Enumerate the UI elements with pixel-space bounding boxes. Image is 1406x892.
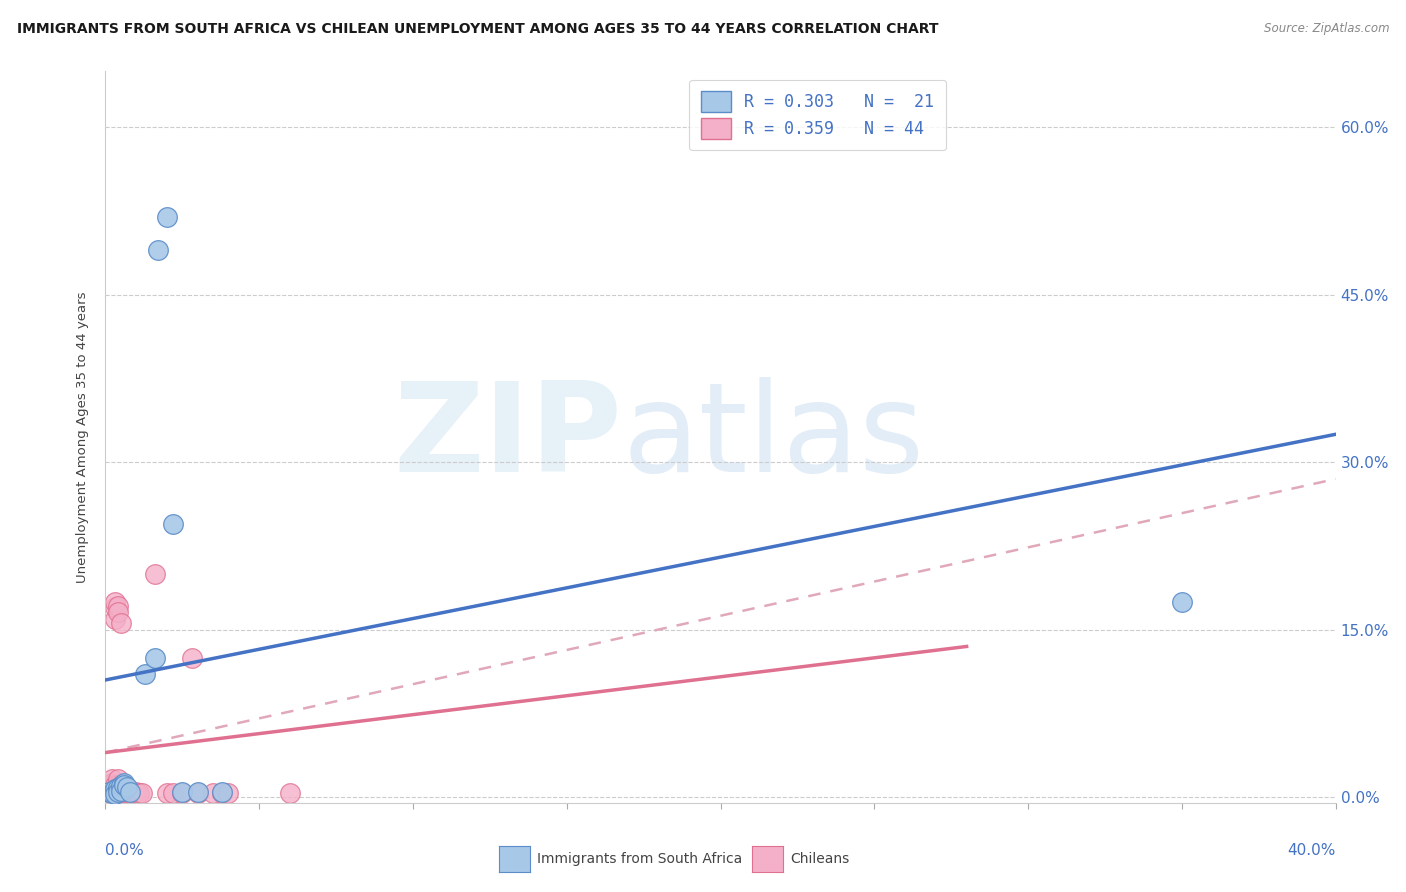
Point	[134, 667, 156, 681]
Point	[162, 516, 184, 531]
Point	[125, 786, 148, 800]
Point	[112, 784, 135, 798]
Point	[128, 786, 150, 800]
Point	[100, 775, 122, 789]
Point	[156, 786, 179, 800]
Point	[107, 778, 129, 792]
Point	[110, 779, 132, 793]
Point	[97, 780, 120, 794]
Y-axis label: Unemployment Among Ages 35 to 44 years: Unemployment Among Ages 35 to 44 years	[76, 292, 90, 582]
Point	[211, 786, 233, 800]
Point	[112, 786, 135, 800]
Point	[187, 786, 209, 800]
Point	[110, 783, 132, 797]
Point	[97, 786, 120, 800]
Point	[110, 780, 132, 794]
Point	[97, 784, 120, 798]
Point	[120, 784, 141, 798]
Point	[104, 783, 127, 797]
Point	[110, 783, 132, 797]
Point	[100, 783, 122, 797]
Point	[162, 786, 184, 800]
Text: IMMIGRANTS FROM SOUTH AFRICA VS CHILEAN UNEMPLOYMENT AMONG AGES 35 TO 44 YEARS C: IMMIGRANTS FROM SOUTH AFRICA VS CHILEAN …	[17, 22, 938, 37]
Point	[202, 786, 225, 800]
Point	[180, 650, 202, 665]
Point	[100, 786, 122, 800]
Point	[143, 566, 166, 581]
Point	[211, 784, 233, 798]
Point	[110, 778, 132, 792]
Point	[120, 786, 141, 800]
Point	[104, 784, 127, 798]
Point	[131, 786, 153, 800]
Point	[104, 595, 127, 609]
Point	[104, 782, 127, 797]
Point	[112, 775, 135, 789]
Text: ZIP: ZIP	[394, 376, 621, 498]
Text: 40.0%: 40.0%	[1288, 843, 1336, 858]
Point	[112, 783, 135, 797]
Point	[104, 600, 127, 615]
Point	[172, 784, 194, 798]
Legend: R = 0.303   N =  21, R = 0.359   N = 44: R = 0.303 N = 21, R = 0.359 N = 44	[689, 79, 946, 151]
Point	[107, 772, 129, 787]
Point	[97, 783, 120, 797]
Text: Source: ZipAtlas.com: Source: ZipAtlas.com	[1264, 22, 1389, 36]
Point	[107, 605, 129, 619]
Point	[125, 784, 148, 798]
Point	[1171, 595, 1194, 609]
Point	[107, 599, 129, 614]
Point	[104, 778, 127, 792]
Point	[107, 781, 129, 796]
Point	[112, 778, 135, 792]
Point	[100, 782, 122, 797]
Point	[100, 784, 122, 798]
Point	[97, 778, 120, 792]
Point	[218, 786, 240, 800]
Point	[187, 784, 209, 798]
Point	[115, 780, 138, 794]
Text: Chileans: Chileans	[790, 852, 849, 866]
Point	[278, 786, 301, 800]
Text: atlas: atlas	[621, 376, 924, 498]
Text: Immigrants from South Africa: Immigrants from South Africa	[537, 852, 742, 866]
Text: 0.0%: 0.0%	[105, 843, 145, 858]
Point	[104, 787, 127, 801]
Point	[143, 650, 166, 665]
Point	[104, 782, 127, 797]
Point	[107, 784, 129, 798]
Point	[100, 772, 122, 787]
Point	[104, 611, 127, 625]
Point	[115, 786, 138, 800]
Point	[110, 615, 132, 630]
Point	[156, 210, 179, 224]
Point	[115, 784, 138, 798]
Point	[146, 243, 169, 257]
Point	[172, 786, 194, 800]
